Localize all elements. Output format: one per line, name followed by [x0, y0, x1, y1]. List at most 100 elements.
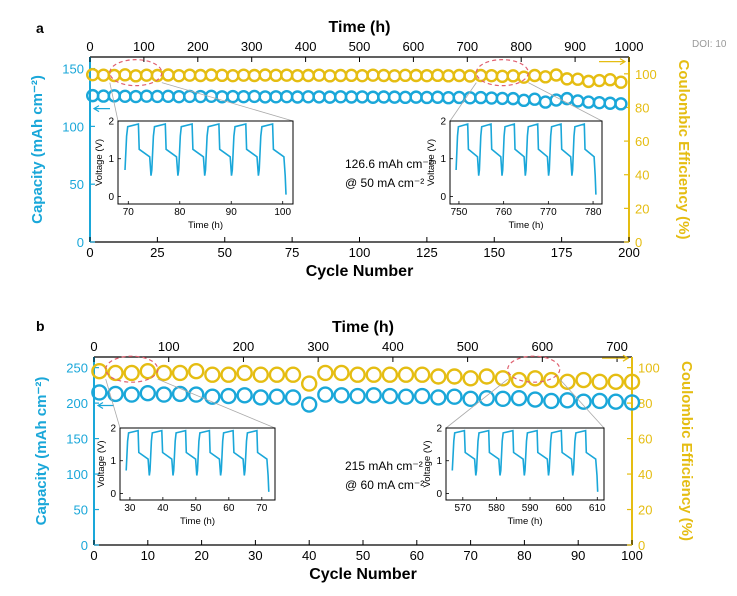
x-tick-label: 125 — [416, 245, 438, 260]
zoom-guide-line — [157, 378, 276, 429]
ce-point — [269, 68, 283, 83]
inset-y-label: Voltage (V) — [94, 139, 105, 186]
inset-y-tick-label: 0 — [436, 489, 442, 500]
ce-point — [333, 68, 348, 83]
zoom-highlight-ellipse — [109, 59, 163, 87]
top-tick-label: 200 — [187, 39, 209, 54]
x-tick-label: 150 — [483, 245, 505, 260]
ce-point — [614, 75, 628, 89]
ce-point — [478, 368, 495, 385]
top-tick-label: 400 — [295, 39, 317, 54]
capacity-point — [247, 89, 262, 104]
capacity-point — [543, 392, 560, 410]
zoom-guide-line — [559, 378, 605, 429]
ce-point — [355, 68, 369, 83]
capacity-point — [161, 89, 175, 104]
inset-x-tick-label: 750 — [451, 207, 468, 218]
ce-point — [397, 366, 415, 383]
inset-y-tick-label: 2 — [108, 117, 114, 128]
capacity-point — [559, 392, 576, 409]
y-left-tick-label: 50 — [70, 177, 84, 192]
panel-letter: a — [36, 20, 44, 36]
capacity-point — [494, 390, 512, 408]
inset-y-tick-label: 1 — [110, 456, 116, 467]
y-right-tick-label: 60 — [635, 134, 649, 149]
y-left-axis-label: Capacity (mAh cm⁻²) — [29, 75, 46, 224]
inset-y-label: Voltage (V) — [96, 441, 107, 488]
ce-point — [441, 69, 456, 83]
capacity-point — [413, 387, 431, 405]
ce-point — [220, 366, 237, 383]
ce-point — [575, 371, 592, 389]
capacity-point — [377, 90, 391, 104]
capacity-point — [397, 388, 415, 405]
capacity-point — [623, 394, 641, 411]
y-right-tick-label: 80 — [638, 396, 652, 411]
ce-point — [430, 68, 445, 83]
x-tick-label: 60 — [410, 548, 424, 563]
ce-point — [172, 68, 186, 83]
capacity-point — [317, 386, 334, 403]
inset-x-tick-label: 580 — [488, 503, 505, 514]
ce-point — [171, 364, 189, 382]
capacity-point — [172, 89, 186, 104]
ce-point — [591, 373, 608, 391]
capacity-point — [312, 90, 326, 104]
top-tick-label: 1000 — [615, 39, 644, 54]
ce-point — [484, 68, 499, 83]
y-left-tick-label: 200 — [66, 396, 88, 411]
x-tick-label: 70 — [463, 548, 477, 563]
zoom-guide-line — [161, 82, 294, 122]
doi-text: DOI: 10 — [692, 39, 727, 50]
capacity-point — [366, 90, 380, 104]
zoom-guide-line — [105, 379, 121, 429]
x-tick-label: 100 — [349, 245, 371, 260]
ce-point — [623, 373, 641, 391]
ce-point — [581, 74, 596, 89]
inset-y-label: Voltage (V) — [426, 139, 437, 186]
ce-point — [560, 72, 574, 86]
x-tick-label: 100 — [621, 548, 643, 563]
capacity-point — [349, 387, 366, 405]
y-left-tick-label: 250 — [66, 361, 88, 376]
voltage-trace — [124, 122, 287, 195]
ce-point — [571, 72, 585, 86]
x-tick-label: 30 — [248, 548, 262, 563]
top-tick-label: 0 — [90, 339, 97, 354]
ce-point — [494, 370, 512, 387]
ce-point — [349, 366, 366, 383]
y-right-tick-label: 40 — [638, 467, 652, 482]
ce-axis-arrow — [599, 58, 627, 66]
voltage-trace — [455, 122, 597, 195]
inset-y-tick-label: 0 — [108, 192, 114, 203]
capacity-point — [387, 90, 402, 104]
ce-point — [398, 68, 413, 83]
inset-y-tick-label: 0 — [440, 192, 446, 203]
ce-point — [139, 362, 157, 380]
capacity-annotation: 126.6 mAh cm⁻² — [345, 157, 433, 171]
capacity-point — [236, 387, 253, 404]
capacity-point — [430, 90, 445, 104]
capacity-point — [344, 90, 359, 104]
zoom-highlight-ellipse — [507, 355, 561, 383]
capacity-axis-arrow — [96, 401, 114, 409]
ce-point — [129, 69, 143, 83]
y-right-tick-label: 80 — [635, 100, 649, 115]
top-tick-label: 0 — [86, 39, 93, 54]
capacity-point — [268, 388, 286, 405]
inset-y-tick-label: 1 — [440, 154, 446, 165]
ce-point — [301, 375, 318, 392]
capacity-point — [188, 386, 205, 403]
capacity-point — [280, 89, 294, 104]
ce-point — [463, 69, 477, 83]
capacity-point — [269, 90, 283, 104]
ce-axis-arrow — [602, 354, 630, 362]
inset-x-label: Time (h) — [507, 516, 542, 527]
ce-point — [413, 366, 431, 383]
x-tick-label: 0 — [86, 245, 93, 260]
ce-point — [155, 364, 173, 382]
ce-point — [366, 68, 380, 82]
ce-point — [317, 364, 334, 382]
capacity-point — [150, 89, 165, 104]
x-tick-label: 200 — [618, 245, 640, 260]
